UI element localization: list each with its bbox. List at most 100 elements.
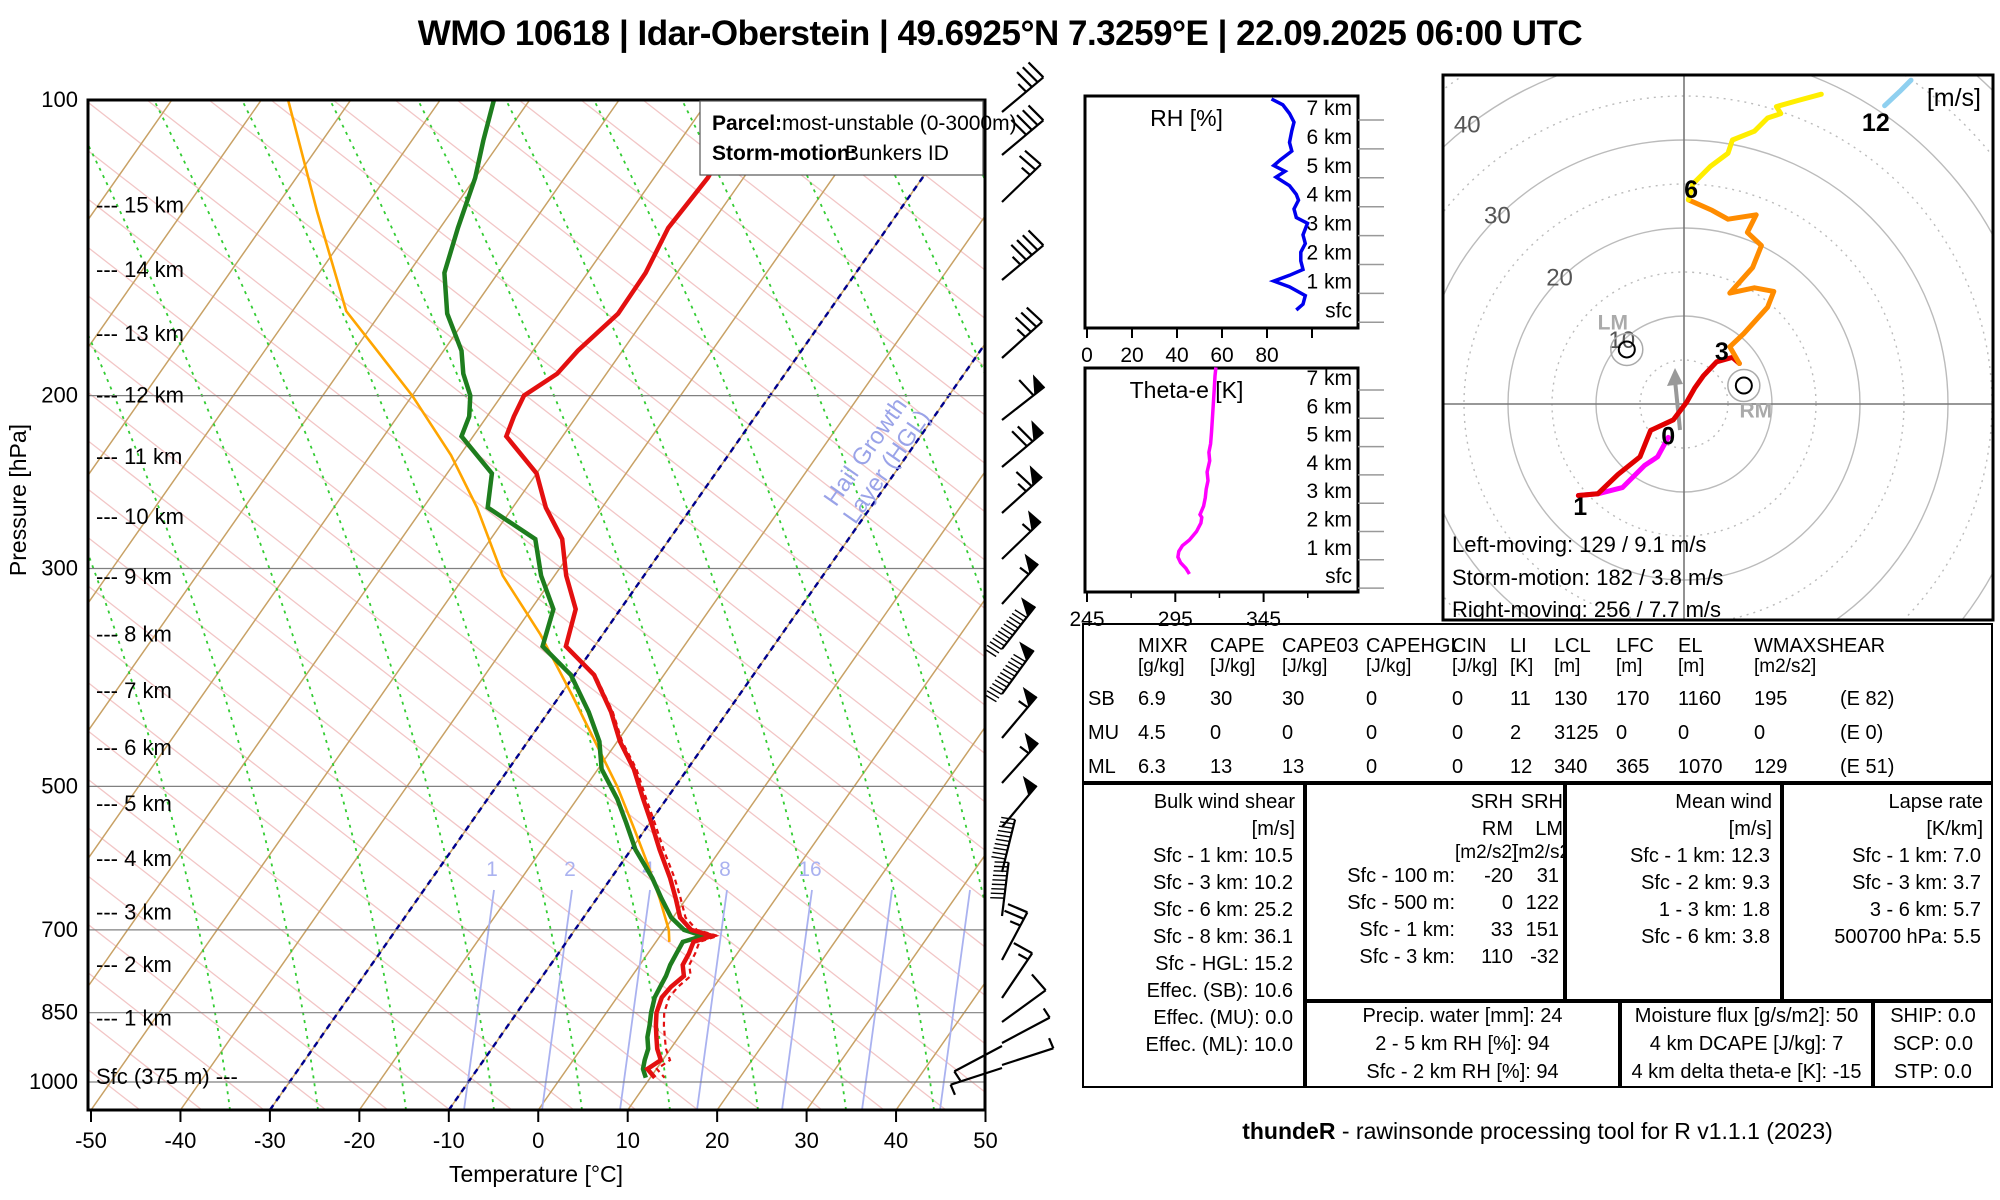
rh-height-label: 3 km xyxy=(1306,213,1352,236)
bulk-wind-shear-unit-text: [m/s] xyxy=(1251,818,1295,840)
bulk-wind-shear-row: Sfc - HGL: 15.2 xyxy=(1155,953,1293,975)
moist-adiabat-line xyxy=(329,100,671,1110)
mixing-ratio-label: 8 xyxy=(719,858,731,881)
barb-feather xyxy=(1018,379,1035,397)
barb-feather xyxy=(1013,942,1033,955)
pressure-axis-title: Pressure [hPa] xyxy=(5,424,31,576)
srh-col2-title: SRH LM xyxy=(1520,791,1563,840)
indices-value-cell: 340 xyxy=(1554,756,1588,778)
pressure-tick-label: 100 xyxy=(41,87,78,112)
dry-adiabat-line xyxy=(580,100,985,416)
isotherm-line xyxy=(90,100,799,1110)
lapse-rate-row: Sfc - 3 km: 3.7 xyxy=(1852,872,1981,894)
dry-adiabat-line xyxy=(208,100,985,707)
rh-title: RH [%] xyxy=(1150,105,1223,131)
indices-header-cell: EL [m] xyxy=(1678,635,1754,677)
temperature-trace xyxy=(503,100,764,1080)
barb-pennant xyxy=(1022,775,1037,796)
indices-value-cell: 0 xyxy=(1616,722,1628,744)
indices-header-cell: LCL [m] xyxy=(1554,635,1616,677)
indices-header-unit: [J/kg] xyxy=(1282,656,1328,677)
barb-feather xyxy=(994,679,1008,688)
indices-header-cell: LI [K] xyxy=(1510,635,1554,677)
barb-feather xyxy=(984,648,997,658)
barb-staff xyxy=(1001,695,1038,739)
barb-feather xyxy=(993,847,1008,851)
thetae-panel: Theta-e [K] 245 295 345 7 km 6 km 5 km 4 km 3 km… xyxy=(1069,366,1384,631)
temp-tick-label: -40 xyxy=(165,1128,197,1153)
srh-rm-value: 110 xyxy=(1481,946,1513,968)
height-label: --- 7 km xyxy=(96,678,172,703)
legend-storm-value: Bunkers ID xyxy=(845,142,949,165)
wind-barb xyxy=(1001,903,1029,961)
dewpoint-trace xyxy=(442,100,711,1079)
temp-tick-label: -50 xyxy=(75,1128,107,1153)
height-label: --- 3 km xyxy=(96,899,172,924)
barb-half-feather xyxy=(1021,523,1032,533)
mixing-ratio-line xyxy=(939,889,971,1110)
indices-header-name: WMAXSHEAR xyxy=(1754,635,1886,657)
thetae-tick-label: 245 xyxy=(1069,608,1104,631)
dry-adiabat-line xyxy=(88,826,451,1110)
thetae-height-label: 6 km xyxy=(1306,395,1352,418)
dry-adiabat-line xyxy=(88,585,761,1110)
indices-value-cell: 6.9 xyxy=(1138,688,1166,710)
barb-feather xyxy=(1021,66,1039,83)
bulk-wind-shear-title: Bulk wind shear [m/s] xyxy=(1084,785,1303,843)
mixing-ratio-label: 1 xyxy=(486,858,498,881)
barb-feather xyxy=(1016,114,1033,131)
indices-value-cell: 3125 xyxy=(1554,722,1599,744)
temp-tick-label: 0 xyxy=(532,1128,544,1153)
isotherm-line xyxy=(88,100,441,605)
wind-barb xyxy=(1001,229,1045,281)
pressure-tick-label: 500 xyxy=(41,773,78,798)
rh-panel: RH [%] 0 20 40 60 80 7 km 6 km 5 km 4 km 3 km 2 km 1… xyxy=(1081,94,1384,367)
indices-value-cell: 0 xyxy=(1282,722,1294,744)
wind-barb xyxy=(1001,686,1038,739)
indices-header-unit: [m] xyxy=(1616,656,1643,677)
isotherm-line xyxy=(88,100,620,861)
dry-adiabat-line xyxy=(88,633,699,1110)
indices-header-name: MIXR xyxy=(1138,635,1188,657)
barb-feather xyxy=(1018,155,1037,171)
rh-tick-label: 40 xyxy=(1165,344,1188,367)
dry-adiabat-line xyxy=(270,100,985,658)
barb-feather xyxy=(1027,61,1045,79)
barb-feather xyxy=(996,834,1011,838)
barb-feather xyxy=(1010,119,1027,136)
barb-feather xyxy=(1007,903,1028,914)
composite-index-row: SCP: 0.0 xyxy=(1892,1032,1974,1055)
barb-feather xyxy=(1014,609,1028,619)
mixing-ratio-line xyxy=(619,889,651,1110)
barb-feather xyxy=(1016,71,1033,88)
barb-half-feather xyxy=(1017,953,1029,961)
height-label: --- 9 km xyxy=(96,564,172,589)
rh-tick-label: 80 xyxy=(1255,344,1278,367)
height-label: --- 4 km xyxy=(96,846,172,871)
barb-feather xyxy=(994,842,1009,847)
barb-feather xyxy=(1016,239,1033,256)
indices-value-cell: 195 xyxy=(1754,688,1788,710)
mixing-ratio-line xyxy=(781,889,813,1110)
barb-half-feather xyxy=(949,1084,956,1096)
mean-wind-row: Sfc - 1 km: 12.3 xyxy=(1629,845,1770,867)
mixing-ratio-line xyxy=(861,889,893,1110)
indices-value-cell: SB xyxy=(1088,688,1115,710)
hodo-level-label: 0 xyxy=(1661,422,1675,450)
mean-wind-row: 1 - 3 km: 1.8 xyxy=(1658,899,1770,921)
indices-header-name: CAPE03 xyxy=(1282,635,1359,657)
thetae-frame xyxy=(1083,366,1360,594)
indices-value-cell: 13 xyxy=(1210,756,1233,778)
bulk-wind-shear-row: Sfc - 6 km: 25.2 xyxy=(1152,899,1293,921)
wind-barb xyxy=(1001,61,1045,113)
wind-barb xyxy=(1001,465,1043,514)
barb-pennant xyxy=(1029,465,1043,486)
mean-wind-row: Sfc - 6 km: 3.8 xyxy=(1641,926,1770,948)
indices-header-unit: [g/kg] xyxy=(1138,656,1185,677)
indices-value-cell: 0 xyxy=(1452,688,1464,710)
indices-header-name: LI xyxy=(1510,635,1527,657)
moist-adiabat-line xyxy=(417,100,759,1110)
wind-barb xyxy=(1001,732,1039,784)
barb-feather xyxy=(1008,616,1022,626)
